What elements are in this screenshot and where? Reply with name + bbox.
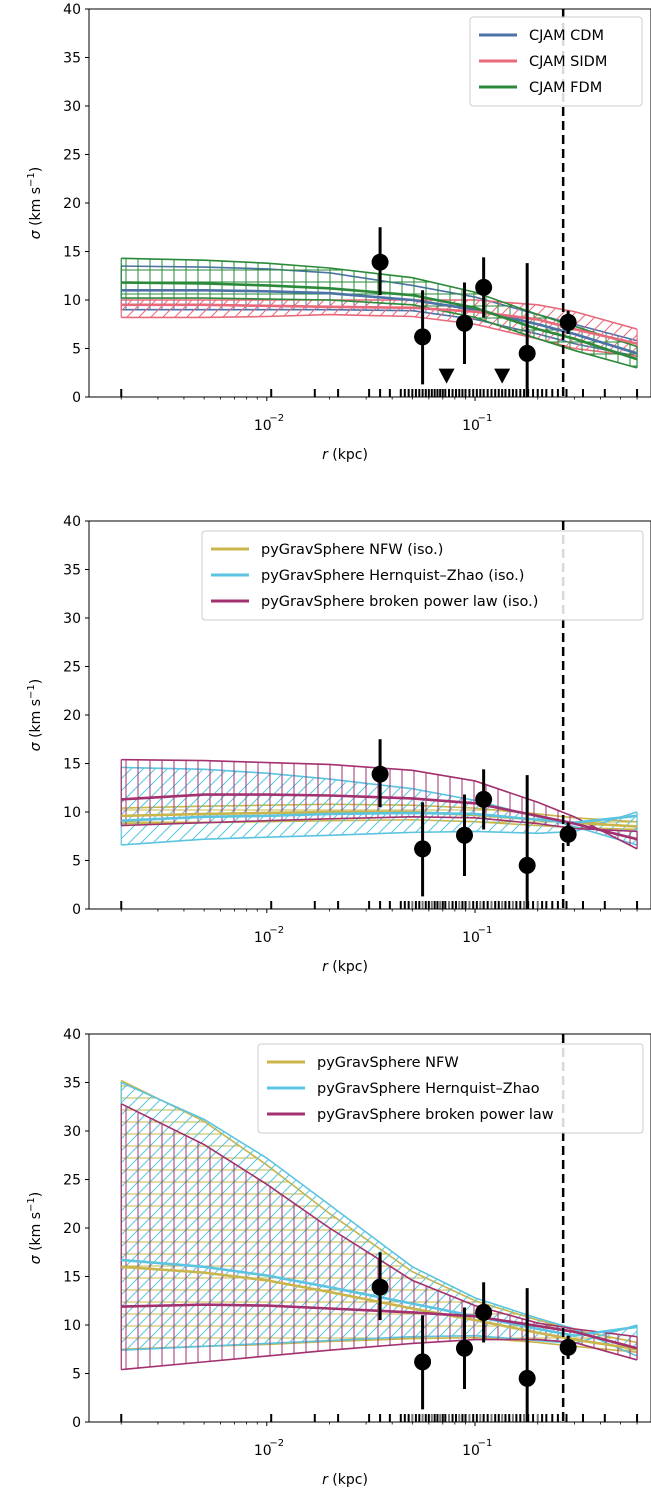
data-point [455,826,473,844]
y-tick-label: 25 [63,1173,81,1189]
x-tick-label: 10 [254,1443,272,1459]
y-tick-label: 0 [72,390,81,406]
data-point [559,825,577,843]
x-tick-label: 10 [462,930,480,946]
y-tick-label: 10 [63,1318,81,1334]
y-tick-label: 20 [63,708,81,724]
x-axis-label: r (kpc) [322,447,368,463]
legend-entry: CJAM FDM [529,80,602,96]
x-tick-label: 10 [254,930,272,946]
legend-entry: pyGravSphere NFW [317,1055,459,1071]
y-tick-label: 30 [63,99,81,115]
y-tick-label: 35 [63,1076,81,1092]
legend-box [469,16,643,107]
confidence-band [121,1103,638,1370]
legend: pyGravSphere NFW (iso.) pyGravSphere Hern… [201,530,644,621]
data-point [559,313,577,331]
x-tick-label-exponent: −2 [269,925,284,936]
plot-area [120,521,639,909]
x-tick-label: 10 [462,418,480,434]
x-tick-label: 10 [254,418,272,434]
y-tick-label: 30 [63,611,81,627]
plot-area [120,9,639,397]
y-axis-label: σ (km s−1) [26,679,44,752]
legend-entry: CJAM SIDM [529,54,607,70]
data-point [559,1338,577,1356]
data-point [455,314,473,332]
band-lower-edge [121,816,638,833]
x-tick-label-exponent: −1 [478,925,493,936]
data-point [414,1353,432,1371]
data-point [475,278,493,296]
y-tick-label: 40 [63,2,81,18]
y-tick-label: 25 [63,148,81,164]
legend: CJAM CDM CJAM SIDM CJAM FDM [469,16,643,107]
band-upper-edge [120,1103,638,1338]
y-axis-label: σ (km s−1) [26,167,44,240]
y-tick-label: 40 [63,1027,81,1043]
legend-entry: pyGravSphere broken power law [317,1107,554,1123]
data-point [414,840,432,858]
y-tick-label: 35 [63,563,81,579]
data-point [455,1339,473,1357]
y-tick-label: 40 [63,514,81,530]
legend-entry: CJAM CDM [529,28,604,44]
legend-box [257,1043,644,1134]
y-tick-label: 0 [72,1415,81,1431]
y-tick-label: 25 [63,660,81,676]
legend-box [201,530,644,621]
y-tick-label: 5 [72,342,81,358]
upper-limit-marker [494,368,511,384]
y-axis-label: σ (km s−1) [26,1192,44,1265]
upper-limit-marker [438,368,455,384]
y-tick-label: 5 [72,1367,81,1383]
legend: pyGravSphere NFW pyGravSphere Hernquist–Z… [257,1043,644,1134]
y-tick-label: 30 [63,1124,81,1140]
y-tick-label: 15 [63,1270,81,1286]
data-point [475,790,493,808]
data-point [518,1369,536,1387]
x-tick-label-exponent: −1 [478,413,493,424]
data-point [518,856,536,874]
legend-entry: pyGravSphere Hernquist–Zhao (iso.) [261,568,524,584]
band-upper-edge [120,1081,638,1357]
x-tick-label: 10 [462,1443,480,1459]
data-point [414,328,432,346]
data-point [371,253,389,271]
legend-entry: pyGravSphere Hernquist–Zhao [317,1081,540,1097]
y-tick-label: 0 [72,902,81,918]
x-axis-label: r (kpc) [322,1472,368,1488]
data-point [518,344,536,362]
x-axis-label: r (kpc) [322,959,368,975]
y-tick-label: 15 [63,245,81,261]
legend-entry: pyGravSphere broken power law (iso.) [261,594,538,610]
legend-entry: pyGravSphere NFW (iso.) [261,542,443,558]
band-upper-edge [121,758,638,850]
median-line [121,288,638,355]
y-tick-label: 5 [72,854,81,870]
x-tick-label-exponent: −2 [269,413,284,424]
y-tick-label: 10 [63,805,81,821]
x-tick-label-exponent: −1 [478,1438,493,1449]
data-point [371,1278,389,1296]
y-tick-label: 10 [63,293,81,309]
data-point [475,1303,493,1321]
y-tick-label: 15 [63,757,81,773]
y-tick-label: 35 [63,51,81,67]
data-point [371,765,389,783]
median-line [121,1265,638,1351]
y-tick-label: 20 [63,196,81,212]
x-tick-label-exponent: −2 [269,1438,284,1449]
y-tick-label: 20 [63,1221,81,1237]
